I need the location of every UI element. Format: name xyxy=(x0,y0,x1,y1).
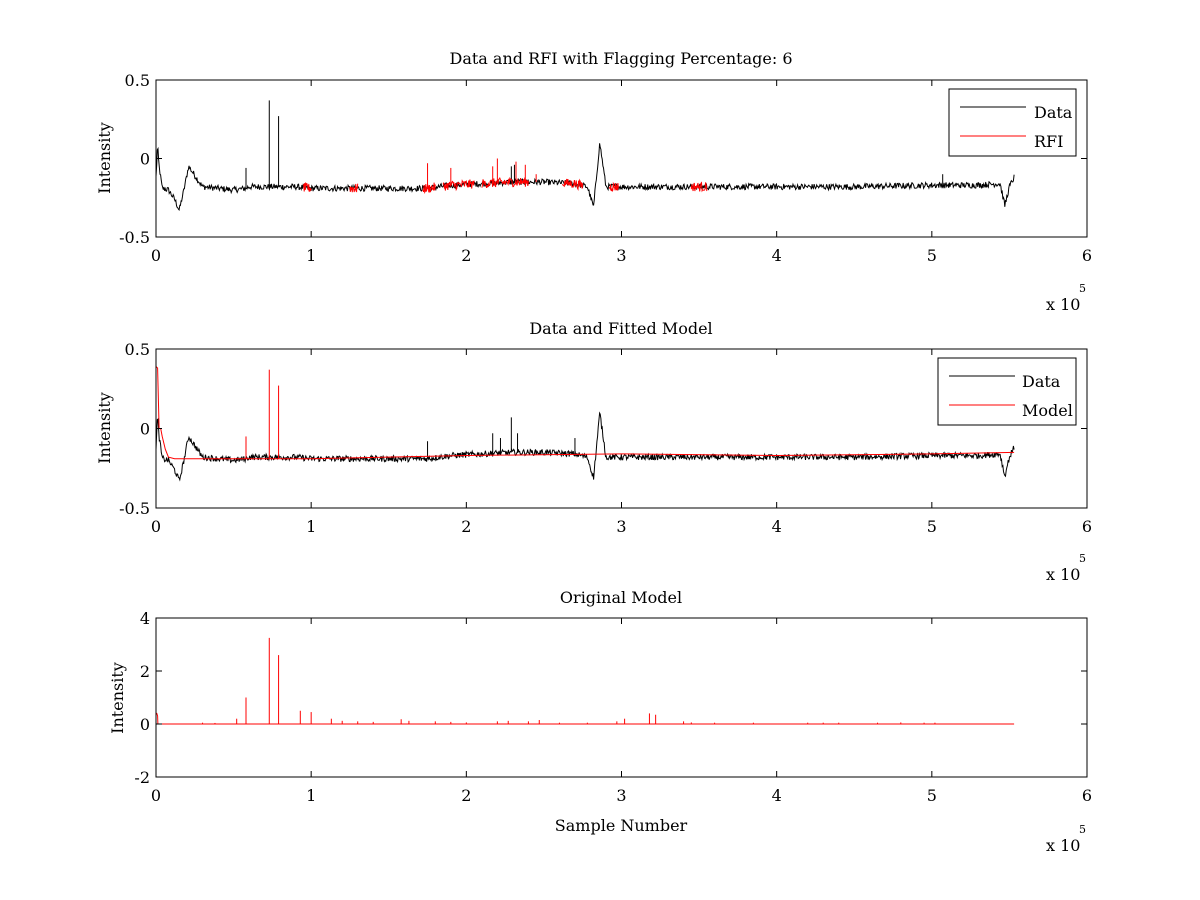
plot-data xyxy=(156,637,1015,725)
y-axis-label: Intensity xyxy=(95,392,114,464)
x-tick-label: 5 xyxy=(927,246,937,265)
x-exponent-power: 5 xyxy=(1079,823,1086,836)
y-axis-label: Intensity xyxy=(95,122,114,194)
axis-ticks: 0 1 2 3 4 5 6-0.500.5 xyxy=(119,71,1092,265)
legend-label-data: Data xyxy=(1022,372,1061,391)
rfi-segment xyxy=(608,181,619,193)
x-tick-label: 6 xyxy=(1082,246,1092,265)
rfi-segment xyxy=(302,182,312,192)
x-tick-label: 4 xyxy=(772,246,782,265)
x-tick-label: 0 xyxy=(151,517,161,536)
x-exponent-base: x 10 xyxy=(1046,295,1080,314)
x-tick-label: 3 xyxy=(616,246,626,265)
x-tick-label: 3 xyxy=(616,786,626,805)
rfi-segment xyxy=(562,178,584,191)
rfi-segment xyxy=(690,181,708,193)
series-line-data xyxy=(155,143,1015,212)
y-tick-label: -2 xyxy=(134,768,150,787)
y-tick-label: -0.5 xyxy=(119,228,150,247)
y-tick-label: 0 xyxy=(140,150,150,169)
x-tick-label: 1 xyxy=(306,786,316,805)
legend-label-rfi: RFI xyxy=(1034,132,1063,151)
legend-label-model: Model xyxy=(1022,401,1073,420)
rfi-segment xyxy=(422,182,436,195)
x-tick-label: 5 xyxy=(927,517,937,536)
panel-rfi: Data and RFI with Flagging Percentage: 6… xyxy=(95,49,1092,314)
series-line-model xyxy=(156,712,1015,725)
panel-title: Original Model xyxy=(560,588,682,607)
legend: Data Model xyxy=(937,357,1077,426)
x-exponent-base: x 10 xyxy=(1046,565,1080,584)
y-tick-label: -0.5 xyxy=(119,499,150,518)
y-tick-label: 0 xyxy=(140,420,150,439)
x-tick-label: 1 xyxy=(306,246,316,265)
x-tick-label: 0 xyxy=(151,246,161,265)
legend: Data RFI xyxy=(948,88,1077,157)
y-tick-label: 4 xyxy=(140,609,150,628)
y-axis-label: Intensity xyxy=(108,662,127,734)
y-tick-label: 0 xyxy=(140,715,150,734)
x-tick-label: 4 xyxy=(772,517,782,536)
x-exponent-base: x 10 xyxy=(1046,836,1080,855)
panel-fitted-model: Data and Fitted Model Intensity x 10 5 0… xyxy=(95,319,1092,584)
x-tick-label: 5 xyxy=(927,786,937,805)
x-tick-label: 3 xyxy=(616,517,626,536)
x-tick-label: 4 xyxy=(772,786,782,805)
x-axis-label: Sample Number xyxy=(555,816,688,835)
x-tick-label: 2 xyxy=(461,517,471,536)
plot-data xyxy=(155,100,1015,212)
x-tick-label: 0 xyxy=(151,786,161,805)
panel-title: Data and RFI with Flagging Percentage: 6 xyxy=(449,49,792,68)
legend-label-data: Data xyxy=(1034,103,1073,122)
x-tick-label: 6 xyxy=(1082,786,1092,805)
panel-title: Data and Fitted Model xyxy=(529,319,712,338)
x-exponent-power: 5 xyxy=(1079,552,1086,565)
y-tick-label: 0.5 xyxy=(125,340,150,359)
series-line-data xyxy=(155,411,1015,482)
y-tick-label: 2 xyxy=(140,662,150,681)
legend-box xyxy=(948,88,1077,157)
x-tick-label: 2 xyxy=(461,246,471,265)
rfi-segment xyxy=(481,176,529,189)
legend-box xyxy=(937,357,1077,426)
x-exponent-power: 5 xyxy=(1079,282,1086,295)
rfi-segment xyxy=(349,183,359,193)
rfi-segment xyxy=(442,179,475,192)
axis-ticks: 0 1 2 3 4 5 6-0.500.5 xyxy=(119,340,1092,536)
panel-original-model: Original Model Intensity Sample Number x… xyxy=(108,588,1092,855)
x-tick-label: 1 xyxy=(306,517,316,536)
x-tick-label: 2 xyxy=(461,786,471,805)
x-tick-label: 6 xyxy=(1082,517,1092,536)
y-tick-label: 0.5 xyxy=(125,71,150,90)
